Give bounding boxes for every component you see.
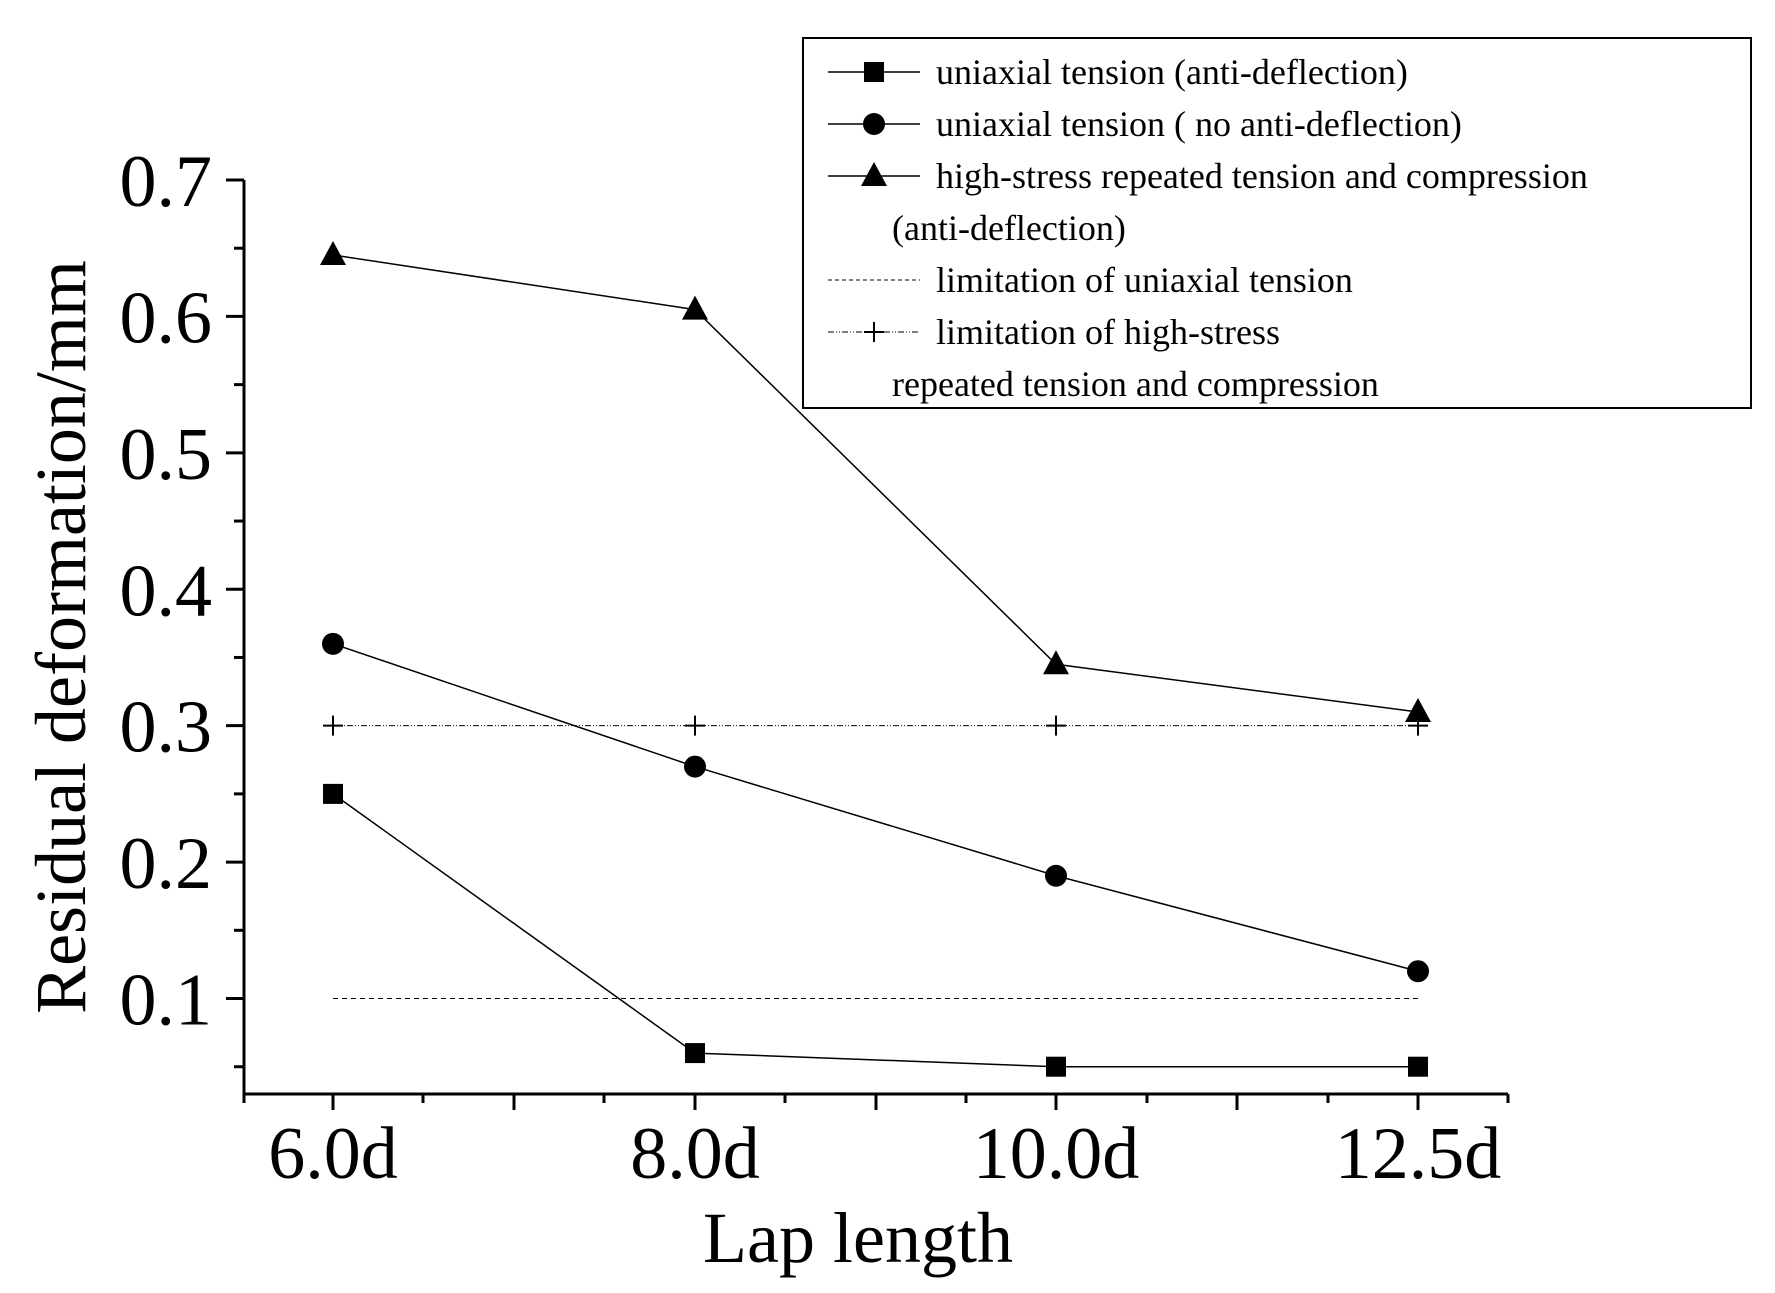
x-ticks: 6.0d 8.0d 10.0d 12.5d bbox=[242, 1094, 1510, 1195]
data-point-plus bbox=[685, 715, 705, 736]
x-tick-label: 6.0d bbox=[268, 1113, 398, 1195]
data-point-circle bbox=[684, 755, 706, 778]
data-point-square bbox=[1408, 1056, 1428, 1077]
y-tick-label: 0.4 bbox=[120, 550, 213, 632]
data-point-plus bbox=[323, 715, 343, 736]
legend-label-3-cont: (anti-deflection) bbox=[892, 208, 1126, 248]
series-line-2 bbox=[332, 643, 1419, 972]
data-point-plus bbox=[1408, 715, 1428, 736]
legend-plus-marker bbox=[864, 322, 884, 342]
legend-label-3: high-stress repeated tension and compres… bbox=[936, 156, 1588, 196]
x-axis-title: Lap length bbox=[703, 1198, 1013, 1278]
y-tick-label: 0.5 bbox=[120, 414, 213, 496]
legend-label-5: limitation of high-stress bbox=[936, 312, 1280, 352]
data-point-plus bbox=[1046, 715, 1066, 736]
data-point-triangle bbox=[320, 241, 346, 266]
x-tick-label: 12.5d bbox=[1335, 1113, 1502, 1195]
data-point-circle bbox=[1045, 864, 1067, 887]
legend-label-2: uniaxial tension ( no anti-deflection) bbox=[936, 104, 1462, 144]
x-tick-label: 8.0d bbox=[630, 1113, 760, 1195]
y-tick-label: 0.3 bbox=[120, 687, 213, 769]
legend-label-4: limitation of uniaxial tension bbox=[936, 260, 1353, 300]
x-tick-label: 10.0d bbox=[973, 1113, 1140, 1195]
y-tick-label: 0.6 bbox=[120, 277, 213, 359]
data-point-circle bbox=[322, 632, 344, 655]
y-tick-label: 0.7 bbox=[120, 141, 213, 223]
series-line-1 bbox=[332, 793, 1418, 1068]
data-point-triangle bbox=[1043, 650, 1069, 675]
data-point-triangle bbox=[1405, 698, 1431, 723]
data-point-triangle bbox=[682, 295, 708, 320]
legend-circle-marker bbox=[863, 113, 885, 135]
legend-triangle-marker bbox=[861, 162, 887, 186]
legend: uniaxial tension (anti-deflection) uniax… bbox=[802, 37, 1752, 409]
data-point-circle bbox=[1407, 960, 1429, 983]
series-line-3 bbox=[332, 254, 1419, 713]
legend-box bbox=[802, 37, 1752, 409]
data-point-square bbox=[1046, 1056, 1066, 1077]
legend-label-1: uniaxial tension (anti-deflection) bbox=[936, 52, 1408, 92]
series-layer bbox=[320, 241, 1431, 1077]
y-tick-label: 0.2 bbox=[120, 823, 213, 905]
y-tick-label: 0.1 bbox=[120, 960, 213, 1042]
y-axis-title: Residual deformation/mm bbox=[21, 260, 101, 1014]
legend-label-5-cont: repeated tension and compression bbox=[892, 364, 1379, 404]
data-point-square bbox=[323, 783, 343, 804]
data-point-square bbox=[685, 1043, 705, 1064]
y-ticks: 0.1 0.2 0.3 0.4 0.5 0.6 0.7 bbox=[120, 141, 244, 1069]
legend-square-marker bbox=[864, 62, 884, 82]
